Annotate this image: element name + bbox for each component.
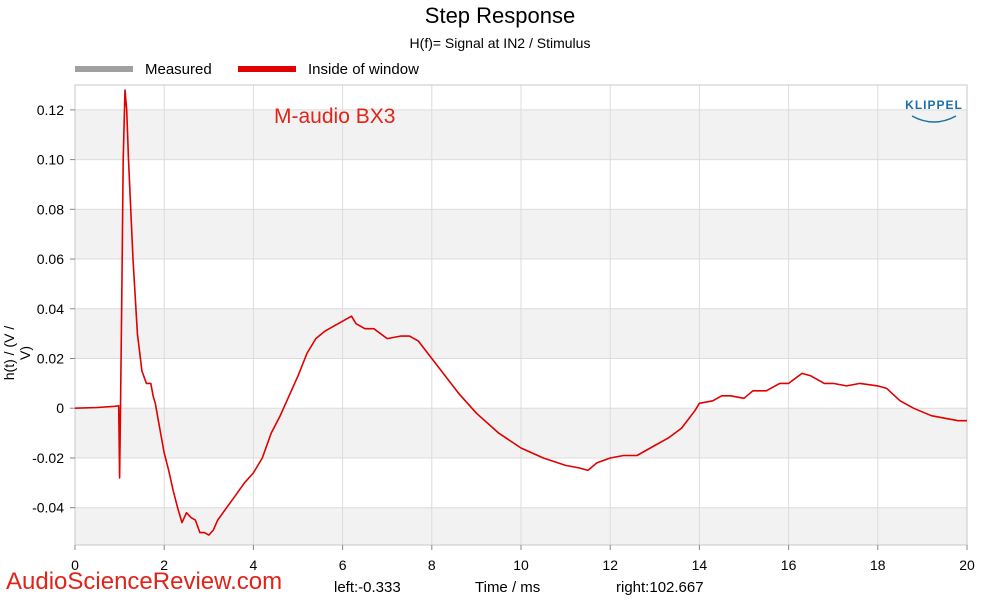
x-tick-label: 20 [959, 557, 975, 573]
x-tick-label: 6 [339, 557, 347, 573]
legend-label-inside-window: Inside of window [308, 60, 419, 78]
y-tick-label: -0.04 [32, 500, 64, 516]
window-left-label: left:-0.333 [334, 579, 401, 596]
x-tick-label: 10 [513, 557, 529, 573]
x-tick-label: 2 [160, 557, 168, 573]
window-right-label: right:102.667 [616, 579, 704, 596]
y-tick-label: 0.06 [37, 251, 64, 267]
svg-text:KLIPPEL: KLIPPEL [905, 98, 963, 112]
x-tick-label: 12 [602, 557, 618, 573]
legend-label-measured: Measured [145, 60, 212, 78]
series-layer [74, 89, 967, 536]
legend-item-measured: Measured [75, 59, 212, 79]
series-line-inside-of-window [74, 89, 967, 536]
x-tick-label: 18 [870, 557, 886, 573]
x-tick-label: 14 [692, 557, 708, 573]
x-tick-label: 8 [428, 557, 436, 573]
site-watermark: AudioScienceReview.com [6, 568, 283, 595]
model-annotation: M-audio BX3 [274, 105, 395, 128]
y-axis-ticks: -0.04 -0.02 0 0.02 0.04 0.06 0.08 0.10 0.12 [32, 102, 75, 516]
klippel-logo: KLIPPEL [905, 98, 963, 123]
x-axis-label: Time / ms [475, 579, 541, 596]
x-tick-label: 0 [71, 557, 79, 573]
x-tick-label: 4 [250, 557, 258, 573]
y-tick-label: 0.10 [37, 152, 64, 168]
y-axis-label: h(t) / (V / V) [1, 325, 33, 381]
x-tick-label: 16 [781, 557, 797, 573]
x-axis-ticks: 0 2 4 6 8 10 12 14 16 18 20 [71, 545, 975, 573]
y-tick-label: 0.12 [37, 102, 64, 118]
legend-swatch-inside-window [238, 66, 296, 72]
y-tick-label: 0.04 [37, 301, 64, 317]
y-tick-label: 0.08 [37, 201, 64, 217]
chart-subtitle: H(f)= Signal at IN2 / Stimulus [409, 35, 591, 51]
legend-item-inside-window: Inside of window [238, 59, 419, 79]
y-tick-label: -0.02 [32, 450, 64, 466]
chart-title: Step Response [424, 3, 576, 28]
y-tick-label: 0.02 [37, 351, 64, 367]
legend-swatch-measured [75, 66, 133, 72]
y-tick-label: 0 [56, 400, 64, 416]
